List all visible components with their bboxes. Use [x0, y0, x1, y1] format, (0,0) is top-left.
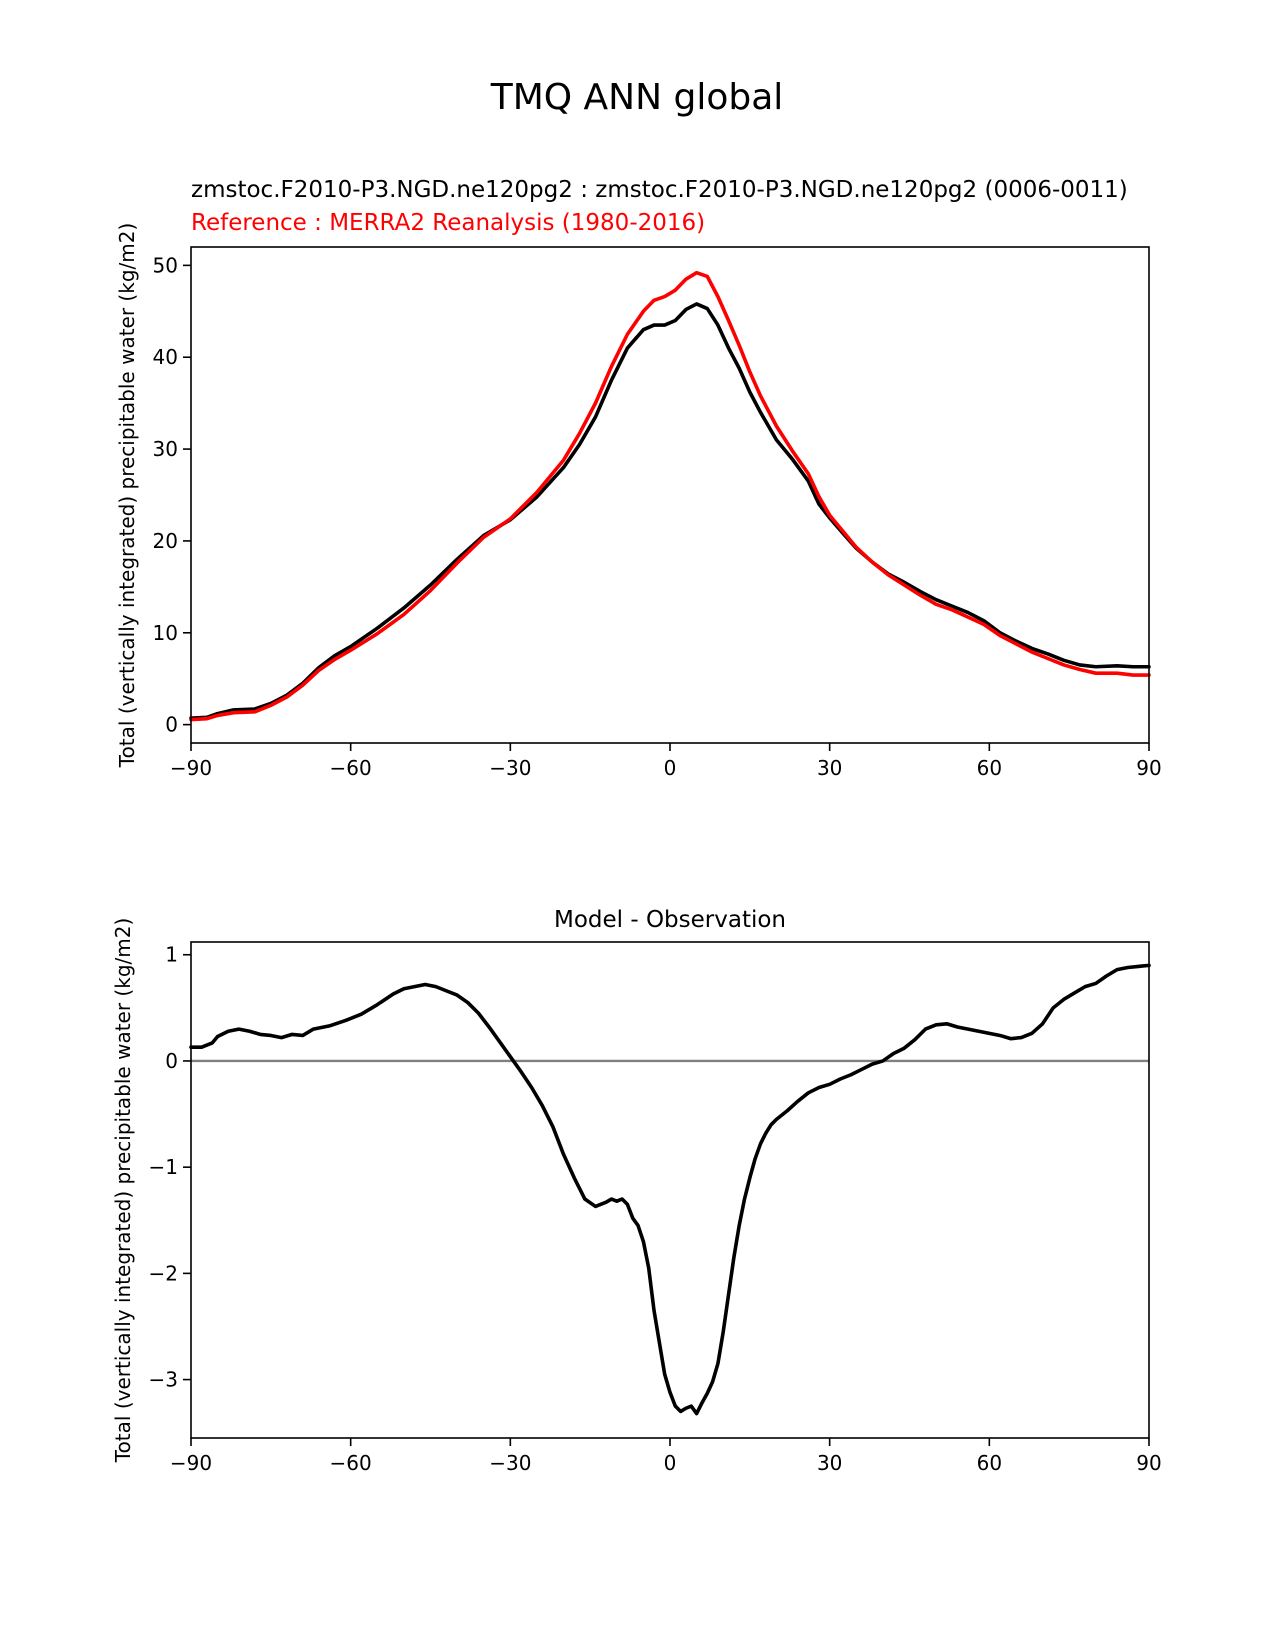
- top-y-tick-label: 20: [153, 529, 178, 553]
- bottom-y-tick-label: −2: [149, 1261, 178, 1285]
- bottom-x-tick-label: −30: [489, 1451, 531, 1475]
- bottom-title: Model - Observation: [554, 907, 786, 933]
- bottom-x-tick-label: −60: [330, 1451, 372, 1475]
- top-y-axis-label: Total (vertically integrated) precipitab…: [115, 223, 139, 769]
- top-panel: zmstoc.F2010-P3.NGD.ne120pg2 : zmstoc.F2…: [115, 177, 1162, 780]
- bottom-y-tick-label: 0: [165, 1049, 178, 1073]
- top-series-model: [189, 302, 1151, 720]
- bottom-x-tick-label: 60: [977, 1451, 1002, 1475]
- top-x-tick-label: −60: [330, 756, 372, 780]
- bottom-y-tick-label: −1: [149, 1155, 178, 1179]
- bottom-panel: Model - Observation −90 −60 −30 0 30 60 90 10−…: [111, 907, 1162, 1475]
- top-y-tick-label: 50: [153, 253, 178, 277]
- bottom-y-tick-label: 1: [165, 943, 178, 967]
- bottom-series-group: [189, 963, 1151, 1416]
- bottom-y-axis-label: Total (vertically integrated) precipitab…: [111, 918, 135, 1464]
- top-x-tick-label: 60: [977, 756, 1002, 780]
- top-y-tick-label: 0: [165, 713, 178, 737]
- top-series-group: [189, 270, 1151, 722]
- top-x-tick-label: 0: [664, 756, 677, 780]
- top-x-tick-label: 30: [817, 756, 842, 780]
- bottom-x-tick-label: 0: [664, 1451, 677, 1475]
- top-y-tick-label: 40: [153, 345, 178, 369]
- bottom-x-tick-label: 90: [1136, 1451, 1161, 1475]
- top-y-tick-label: 30: [153, 437, 178, 461]
- bottom-x-axis: −90 −60 −30 0 30 60 90: [170, 1438, 1162, 1475]
- top-x-axis: −90 −60 −30 0 30 60 90: [170, 743, 1162, 780]
- top-x-tick-label: −90: [170, 756, 212, 780]
- top-title-reference: Reference : MERRA2 Reanalysis (1980-2016…: [191, 210, 705, 236]
- bottom-series-model-observation: [189, 963, 1151, 1416]
- top-x-tick-label: 90: [1136, 756, 1161, 780]
- bottom-x-tick-label: −90: [170, 1451, 212, 1475]
- bottom-y-tick-label: −3: [149, 1368, 178, 1392]
- top-y-tick-label: 10: [153, 621, 178, 645]
- bottom-y-axis: 1 0 −1 −2 −3: [149, 943, 191, 1392]
- top-x-tick-label: −30: [489, 756, 531, 780]
- top-y-axis: 0 10 20 30 40 50: [153, 253, 191, 737]
- figure-title: TMQ ANN global: [490, 77, 784, 118]
- top-series-reference: [189, 270, 1151, 722]
- top-title-test: zmstoc.F2010-P3.NGD.ne120pg2 : zmstoc.F2…: [191, 177, 1128, 203]
- bottom-x-tick-label: 30: [817, 1451, 842, 1475]
